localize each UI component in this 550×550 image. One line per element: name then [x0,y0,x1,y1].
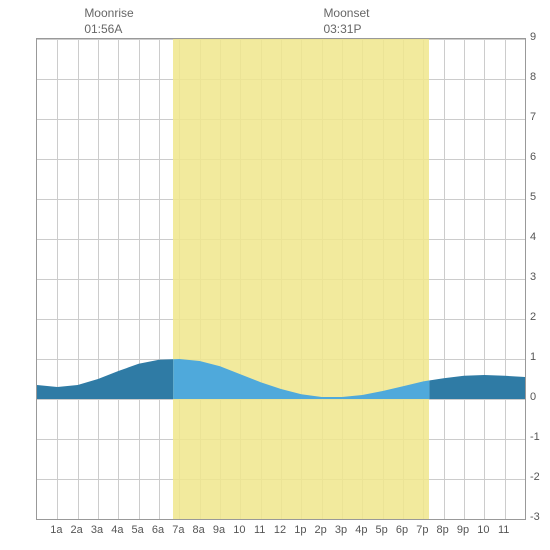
moonrise-label: Moonrise [84,6,133,22]
x-tick-label: 4p [355,524,367,536]
moonrise-time: 01:56A [84,22,133,38]
tide-area [37,39,525,519]
moonset-block: Moonset 03:31P [323,6,369,37]
x-tick-label: 9a [213,524,225,536]
x-tick-label: 9p [457,524,469,536]
x-tick-label: 2a [71,524,83,536]
y-tick-label: 9 [530,31,536,43]
y-tick-label: -1 [530,431,540,443]
y-tick-label: 1 [530,351,536,363]
x-tick-label: 3p [335,524,347,536]
y-tick-label: 0 [530,391,536,403]
y-tick-label: 7 [530,111,536,123]
x-tick-label: 7p [416,524,428,536]
grid-line-horizontal [37,519,525,520]
y-tick-label: 6 [530,151,536,163]
x-tick-label: 11 [498,524,509,536]
x-tick-label: 1a [50,524,62,536]
x-tick-label: 6a [152,524,164,536]
x-tick-label: 10 [477,524,489,536]
y-tick-label: 5 [530,191,536,203]
moonrise-block: Moonrise 01:56A [84,6,133,37]
x-tick-label: 4a [111,524,123,536]
moonset-time: 03:31P [323,22,369,38]
x-tick-label: 8a [193,524,205,536]
x-tick-label: 1p [294,524,306,536]
y-tick-label: -3 [530,511,540,523]
y-tick-label: 2 [530,311,536,323]
x-tick-label: 12 [274,524,286,536]
y-tick-label: -2 [530,471,540,483]
x-tick-label: 10 [233,524,245,536]
x-tick-label: 6p [396,524,408,536]
y-tick-label: 3 [530,271,536,283]
y-tick-label: 4 [530,231,536,243]
x-tick-label: 5p [376,524,388,536]
x-tick-label: 11 [254,524,265,536]
moonset-label: Moonset [323,6,369,22]
plot-area [36,38,526,520]
x-tick-label: 3a [91,524,103,536]
y-tick-label: 8 [530,71,536,83]
x-tick-label: 5a [132,524,144,536]
tide-chart: Moonrise 01:56A Moonset 03:31P -3-2-1012… [0,0,550,550]
x-tick-label: 2p [315,524,327,536]
x-tick-label: 7a [172,524,184,536]
x-tick-label: 8p [437,524,449,536]
